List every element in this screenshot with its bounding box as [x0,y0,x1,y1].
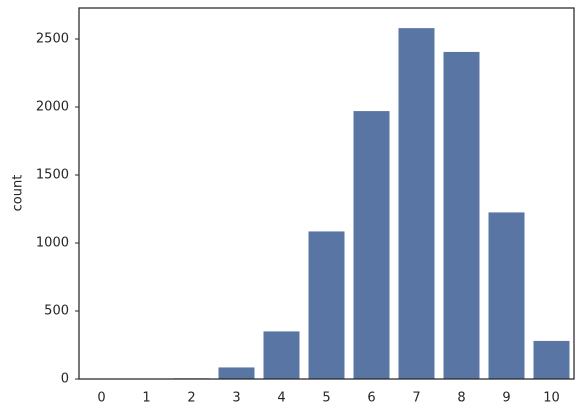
bar [443,51,480,379]
x-tick-label: 6 [367,391,375,406]
y-tick-label: 500 [44,304,69,319]
x-tick-label: 7 [412,391,420,406]
plot-frame [78,7,575,380]
bar [398,28,435,380]
y-tick-label: 2500 [36,32,69,47]
bar [308,231,345,379]
x-tick-label: 8 [457,391,465,406]
x-tick-label: 4 [277,391,285,406]
x-tick-label: 3 [232,391,240,406]
x-tick-label: 0 [97,391,105,406]
x-tick-label: 10 [543,391,560,406]
y-axis-label: count [11,175,26,212]
x-tick-label: 2 [187,391,195,406]
bar [263,331,300,379]
x-tick-label: 9 [502,391,510,406]
bar [218,367,255,379]
x-tick-label: 1 [142,391,150,406]
bar [533,340,570,379]
y-tick-label: 1500 [36,168,69,183]
bar [488,212,525,379]
y-tick-label: 2000 [36,100,69,115]
y-tick-label: 1000 [36,236,69,251]
bar [353,111,390,379]
x-tick-label: 5 [322,391,330,406]
y-tick-label: 0 [61,372,69,387]
